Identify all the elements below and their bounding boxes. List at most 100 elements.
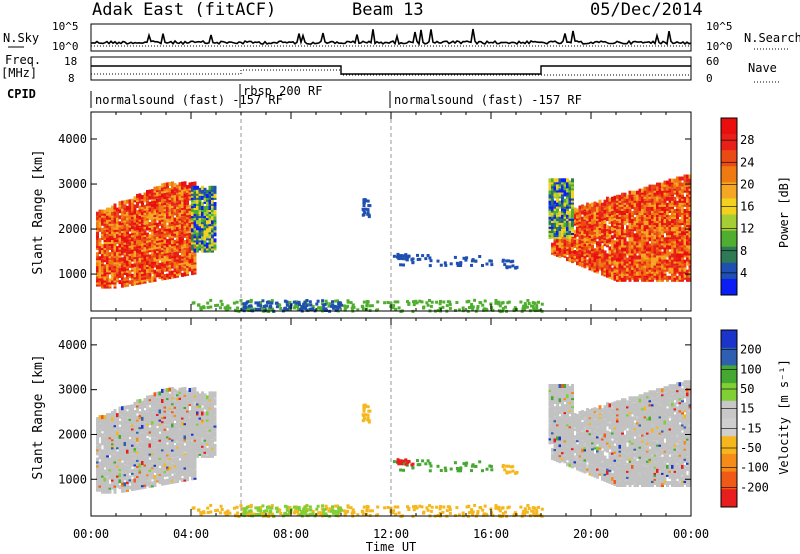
power-cell (143, 218, 147, 223)
power-cell (158, 240, 162, 245)
power-cell (191, 185, 194, 190)
velocity-cell (133, 484, 137, 489)
power-cell (658, 223, 662, 228)
power-cell (676, 209, 679, 213)
power-cell (535, 306, 539, 310)
power-cell (188, 259, 192, 264)
power-cell (188, 263, 192, 268)
power-cell (186, 270, 189, 274)
power-cell (158, 204, 162, 208)
power-cell (571, 208, 574, 213)
power-cell (146, 261, 149, 265)
power-cell (156, 212, 159, 217)
power-cell (648, 194, 652, 199)
power-cell (148, 226, 152, 231)
power-cell (633, 249, 637, 254)
power-cell (113, 274, 117, 279)
power-cell (571, 178, 574, 183)
power-cell (247, 306, 250, 310)
power-cell (327, 304, 331, 308)
power-cell (203, 216, 207, 221)
power-cell (208, 193, 212, 198)
power-cell (628, 194, 632, 199)
velocity-cell (111, 457, 114, 462)
power-cell (138, 236, 142, 240)
power-cell (566, 210, 569, 215)
power-cell (641, 239, 644, 244)
power-cell (656, 231, 659, 236)
power-cell (568, 180, 572, 185)
power-cell (148, 272, 152, 277)
velocity-cell (141, 416, 144, 421)
power-cell (661, 194, 664, 199)
power-cell (96, 274, 99, 279)
velocity-cell (136, 415, 139, 420)
power-cell (643, 186, 647, 191)
power-cell (459, 261, 463, 265)
power-cell (402, 263, 405, 267)
power-cell (406, 300, 409, 304)
power-cell (193, 224, 197, 229)
power-cell (178, 236, 182, 241)
velocity-cell (106, 445, 109, 450)
power-cell (643, 225, 647, 230)
power-cell (688, 194, 692, 199)
power-cell (507, 259, 511, 263)
power-cell (108, 282, 112, 287)
freq-strip (90, 56, 692, 81)
power-cell (118, 209, 122, 214)
power-cell (445, 304, 449, 308)
power-cell (661, 233, 664, 238)
power-cell (519, 300, 523, 304)
power-cell (561, 218, 564, 223)
velocity-cell (101, 463, 104, 468)
power-cell (173, 268, 177, 273)
power-cell (420, 300, 424, 304)
power-cell (621, 217, 624, 222)
power-cell (661, 215, 664, 219)
power-cell (581, 263, 584, 268)
power-cell (305, 304, 309, 308)
power-cell (213, 185, 217, 190)
power-cell (673, 225, 677, 230)
power-cell (683, 196, 687, 201)
velocity-cell (123, 464, 127, 469)
power-cell (561, 196, 564, 201)
power-cell (656, 271, 659, 276)
power-cell (638, 249, 642, 254)
power-cell (166, 196, 169, 201)
power-cell (648, 217, 652, 222)
power-cell (663, 249, 667, 254)
power-cell (153, 249, 157, 254)
power-cell (457, 263, 461, 267)
velocity-cell (111, 411, 114, 416)
velocity-cell (121, 446, 124, 451)
power-cell (429, 259, 433, 263)
power-cell (661, 231, 664, 236)
power-cell (646, 261, 649, 266)
colorbar-tick-label: 24 (740, 155, 754, 169)
power-cell (633, 202, 637, 207)
power-cell (473, 298, 477, 302)
power-cell (668, 251, 672, 256)
velocity-cell (133, 460, 137, 465)
power-cell (392, 254, 396, 258)
power-cell (206, 248, 209, 253)
power-cell (646, 271, 649, 276)
velocity-cell (118, 438, 122, 443)
power-cell (611, 202, 614, 207)
velocity-cell (103, 471, 107, 476)
power-cell (593, 228, 597, 232)
power-cell (631, 255, 634, 260)
power-cell (636, 209, 639, 213)
power-cell (568, 210, 572, 215)
power-cell (163, 239, 167, 244)
power-cell (181, 248, 184, 253)
power-cell (173, 207, 177, 212)
power-cell (258, 307, 261, 311)
power-cell (651, 257, 654, 262)
power-cell (608, 207, 612, 212)
power-cell (470, 263, 473, 267)
velocity-cell (141, 412, 144, 417)
velocity-cell (138, 477, 142, 482)
